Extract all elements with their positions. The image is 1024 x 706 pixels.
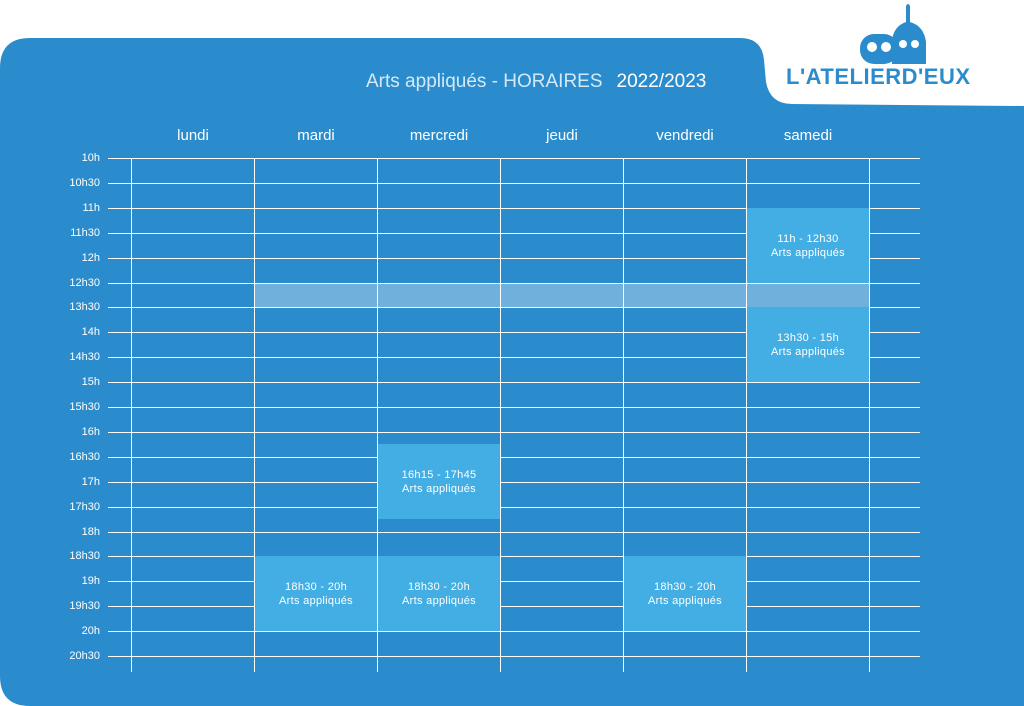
event-time: 13h30 - 15h [776, 331, 840, 344]
time-label: 19h30 [69, 600, 100, 612]
grid-row-line [108, 606, 920, 607]
grid-row-line [108, 183, 920, 184]
day-header-lundi: lundi [177, 127, 209, 144]
logo-text: L'ATELIERD'EUX [786, 64, 971, 89]
grid-row-line [108, 507, 920, 508]
event-block-vendredi: 18h30 - 20h Arts appliqués [624, 556, 746, 631]
event-label: Arts appliqués [771, 246, 845, 259]
grid-row-line [108, 407, 920, 408]
time-label: 20h [81, 625, 100, 637]
time-label: 14h [81, 326, 100, 338]
grid-row-line [108, 656, 920, 657]
time-label: 16h30 [69, 451, 100, 463]
event-block-mercredi: 16h15 - 17h45 Arts appliqués [378, 444, 500, 519]
grid-row-line [108, 482, 920, 483]
time-label: 15h30 [69, 401, 100, 413]
event-block-samedi: 13h30 - 15h Arts appliqués [747, 307, 869, 382]
day-header-jeudi: jeudi [546, 127, 578, 144]
grid-row-line [108, 556, 920, 557]
event-block-mercredi: 18h30 - 20h Arts appliqués [378, 556, 500, 631]
event-label: Arts appliqués [402, 594, 476, 607]
event-label: Arts appliqués [648, 594, 722, 607]
time-label: 15h [81, 376, 100, 388]
time-label: 10h30 [69, 177, 100, 189]
grid-row-line [108, 532, 920, 533]
time-label: 10h [81, 152, 100, 164]
page-title: Arts appliqués - HORAIRES 2022/2023 [366, 71, 706, 97]
event-block-mardi: 18h30 - 20h Arts appliqués [255, 556, 377, 631]
day-header-mardi: mardi [297, 127, 335, 144]
grid-row-line [108, 457, 920, 458]
time-label: 16h [81, 426, 100, 438]
event-time: 16h15 - 17h45 [401, 468, 477, 481]
grid-row-line [108, 158, 920, 159]
time-label: 14h30 [69, 351, 100, 363]
day-header-samedi: samedi [783, 127, 833, 144]
lunch-break-band [254, 284, 869, 308]
logo-mascot-icon [860, 4, 926, 64]
event-time: 11h - 12h30 [777, 232, 839, 245]
time-label: 13h30 [69, 301, 100, 313]
time-label: 11h [82, 202, 100, 214]
day-header-vendredi: vendredi [656, 127, 714, 144]
event-label: Arts appliqués [279, 594, 353, 607]
grid-row-line [108, 307, 920, 308]
grid-row-line [108, 283, 920, 284]
time-label: 12h30 [69, 277, 100, 289]
event-label: Arts appliqués [402, 482, 476, 495]
time-label: 19h [81, 575, 100, 587]
title-text: Arts appliqués - HORAIRES [366, 71, 603, 92]
grid-column-line [500, 158, 501, 672]
grid-column-line [869, 158, 870, 672]
time-label: 20h30 [69, 650, 100, 662]
event-label: Arts appliqués [771, 345, 845, 358]
time-label: 12h [81, 252, 100, 264]
grid-row-line [108, 382, 920, 383]
time-label: 17h30 [69, 501, 100, 513]
grid-column-line [746, 158, 747, 672]
time-label: 11h30 [70, 227, 100, 239]
grid-column-line [377, 158, 378, 672]
grid-row-line [108, 233, 920, 234]
grid-column-line [131, 158, 132, 672]
event-block-samedi: 11h - 12h30 Arts appliqués [747, 208, 869, 283]
time-label: 18h30 [69, 550, 100, 562]
time-label: 17h [81, 476, 100, 488]
grid-row-line [108, 258, 920, 259]
grid-row-line [108, 357, 920, 358]
grid-row-line [108, 581, 920, 582]
grid-column-line [623, 158, 624, 672]
grid-row-line [108, 332, 920, 333]
time-label: 18h [81, 526, 100, 538]
event-time: 18h30 - 20h [284, 580, 348, 593]
grid-row-line [108, 631, 920, 632]
grid-row-line [108, 432, 920, 433]
title-year: 2022/2023 [616, 71, 707, 92]
grid-row-line [108, 208, 920, 209]
event-time: 18h30 - 20h [653, 580, 717, 593]
day-header-mercredi: mercredi [409, 127, 469, 144]
grid-column-line [254, 158, 255, 672]
event-time: 18h30 - 20h [407, 580, 471, 593]
